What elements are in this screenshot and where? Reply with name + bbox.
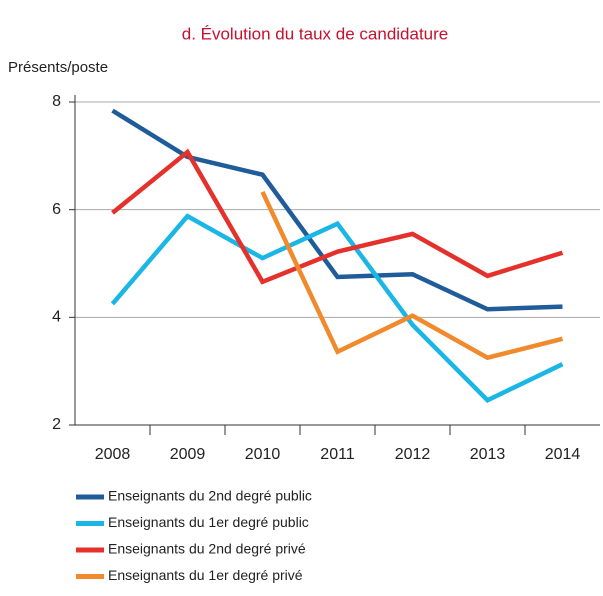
series-line — [111, 148, 564, 285]
x-tick-label: 2014 — [545, 446, 581, 463]
legend-swatch — [76, 547, 104, 553]
y-tick-label: 2 — [52, 416, 61, 433]
chart-title: d. Évolution du taux de candidature — [182, 24, 449, 43]
x-tick-label: 2010 — [245, 446, 281, 463]
x-tick-label: 2013 — [470, 446, 506, 463]
x-tick-label: 2009 — [170, 446, 206, 463]
series-line — [260, 190, 564, 361]
legend-label: Enseignants du 1er degré privé — [108, 567, 303, 583]
legend-swatch — [76, 494, 104, 500]
x-tick-label: 2011 — [320, 446, 355, 463]
legend-label: Enseignants du 2nd degré public — [108, 488, 312, 504]
y-tick-label: 6 — [52, 201, 61, 218]
y-tick-label: 8 — [52, 93, 61, 110]
legend-swatch — [76, 574, 104, 579]
x-tick-label: 2012 — [395, 446, 431, 463]
series-line — [110, 213, 564, 403]
y-axis-label: Présents/poste — [8, 59, 108, 76]
y-tick-label: 4 — [52, 309, 61, 326]
legend-label: Enseignants du 1er degré public — [108, 514, 309, 530]
legend-swatch — [76, 521, 104, 526]
legend-label: Enseignants du 2nd degré privé — [108, 541, 306, 557]
series-line — [111, 108, 563, 312]
x-tick-label: 2008 — [95, 446, 131, 463]
